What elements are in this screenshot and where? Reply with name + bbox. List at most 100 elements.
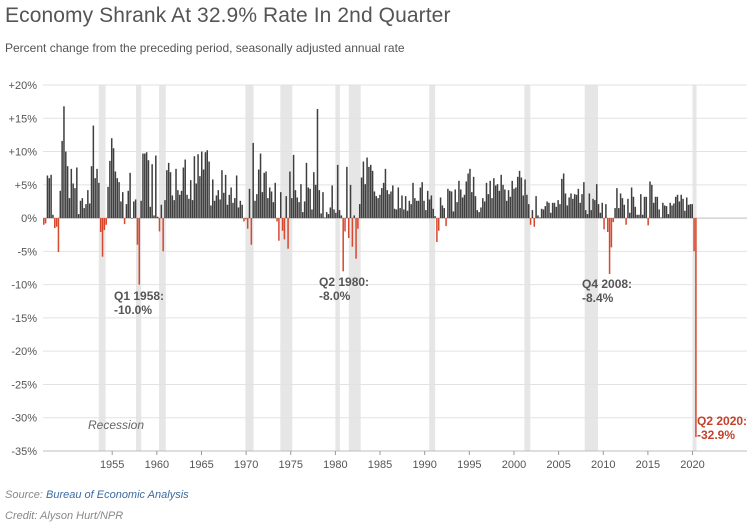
bar — [516, 176, 519, 219]
bar — [584, 210, 587, 219]
bar — [489, 180, 491, 219]
bar — [463, 194, 466, 219]
bar — [401, 195, 403, 219]
bar — [562, 173, 565, 219]
bar — [573, 194, 576, 219]
y-tick-label: +10% — [9, 147, 38, 159]
x-tick-label: 1960 — [145, 459, 169, 471]
y-tick-label: -25% — [11, 379, 37, 391]
bar — [448, 190, 451, 219]
bar — [667, 214, 670, 219]
bar — [155, 155, 157, 219]
bar — [347, 218, 350, 239]
bar — [136, 218, 139, 245]
source-line: Source: Bureau of Economic Analysis — [5, 489, 189, 501]
bar — [537, 215, 539, 219]
bar — [482, 198, 484, 219]
bar — [527, 204, 530, 219]
bar — [349, 184, 352, 219]
bar — [96, 168, 98, 219]
bar — [210, 205, 212, 219]
bar — [362, 161, 365, 219]
y-tick-label: +5% — [15, 180, 38, 192]
x-tick-label: 2000 — [502, 459, 526, 471]
bar — [432, 208, 434, 219]
bar — [221, 170, 223, 219]
bar — [647, 218, 649, 226]
bar — [685, 197, 688, 219]
bar — [144, 153, 146, 219]
bar — [338, 210, 341, 219]
bar — [263, 172, 265, 219]
bar — [386, 190, 389, 219]
bar — [392, 185, 394, 219]
chart-title: Economy Shrank At 32.9% Rate In 2nd Quar… — [5, 4, 451, 27]
bar — [55, 218, 58, 227]
source-link[interactable]: Bureau of Economic Analysis — [45, 489, 189, 501]
bar — [632, 196, 635, 219]
bar — [695, 218, 697, 438]
bar — [403, 209, 405, 219]
bar — [669, 202, 671, 219]
bar — [592, 198, 594, 219]
bar — [579, 202, 581, 219]
bar — [246, 218, 249, 229]
bar — [366, 157, 368, 219]
bar — [689, 204, 692, 219]
axis-labels: +20% +15% +10% +5% 0% -5% -10% -15% -20% -25% -30%… — [9, 80, 705, 471]
bar — [325, 212, 328, 219]
bar — [546, 201, 548, 219]
bar — [597, 204, 600, 219]
bar — [472, 176, 475, 219]
bar — [121, 192, 124, 219]
bar — [44, 218, 47, 224]
bar — [529, 218, 532, 225]
bar — [583, 182, 585, 219]
bar — [212, 179, 214, 219]
bar — [178, 194, 181, 219]
bar — [682, 198, 684, 219]
bar — [426, 190, 429, 219]
bar — [513, 188, 515, 219]
bar — [77, 214, 80, 219]
bar — [184, 159, 186, 219]
annotation-label: Q4 2008: — [582, 277, 632, 291]
bar — [342, 218, 344, 272]
bar — [303, 201, 306, 219]
bar — [544, 206, 547, 219]
bar — [651, 184, 653, 219]
bar — [414, 198, 416, 219]
bar — [557, 200, 559, 219]
bar — [439, 197, 442, 219]
annotation-value: -10.0% — [114, 303, 152, 317]
bar — [370, 164, 372, 219]
bar — [105, 218, 107, 225]
bar — [118, 182, 120, 219]
bar — [300, 184, 302, 219]
bar — [471, 192, 473, 219]
bar — [441, 205, 444, 219]
bar — [46, 175, 49, 219]
bar — [94, 178, 96, 219]
recession-bands — [98, 85, 697, 451]
bar — [248, 188, 251, 219]
bar — [57, 218, 60, 253]
bar — [138, 218, 141, 285]
bar — [279, 192, 282, 219]
bar — [678, 201, 681, 219]
bar — [397, 187, 400, 219]
bar — [535, 196, 537, 219]
bar — [575, 194, 578, 219]
bar — [318, 190, 321, 219]
bar — [577, 188, 580, 219]
bar — [674, 196, 677, 219]
bar — [147, 160, 150, 219]
bar — [588, 193, 591, 219]
bar — [469, 168, 471, 219]
bar — [72, 183, 74, 219]
bar — [371, 170, 374, 219]
bar — [259, 153, 262, 219]
y-tick-label: -10% — [11, 280, 37, 292]
bar — [65, 151, 67, 219]
bar — [636, 214, 638, 219]
